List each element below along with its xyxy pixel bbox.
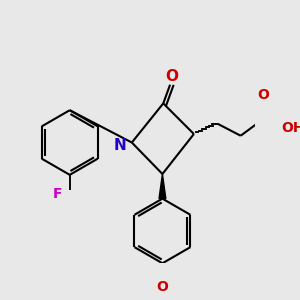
Polygon shape <box>159 174 166 199</box>
Text: N: N <box>113 138 126 153</box>
Text: O: O <box>258 88 270 102</box>
Text: OH: OH <box>281 121 300 135</box>
Text: O: O <box>165 69 178 84</box>
Text: O: O <box>157 280 168 294</box>
Text: F: F <box>53 188 63 201</box>
